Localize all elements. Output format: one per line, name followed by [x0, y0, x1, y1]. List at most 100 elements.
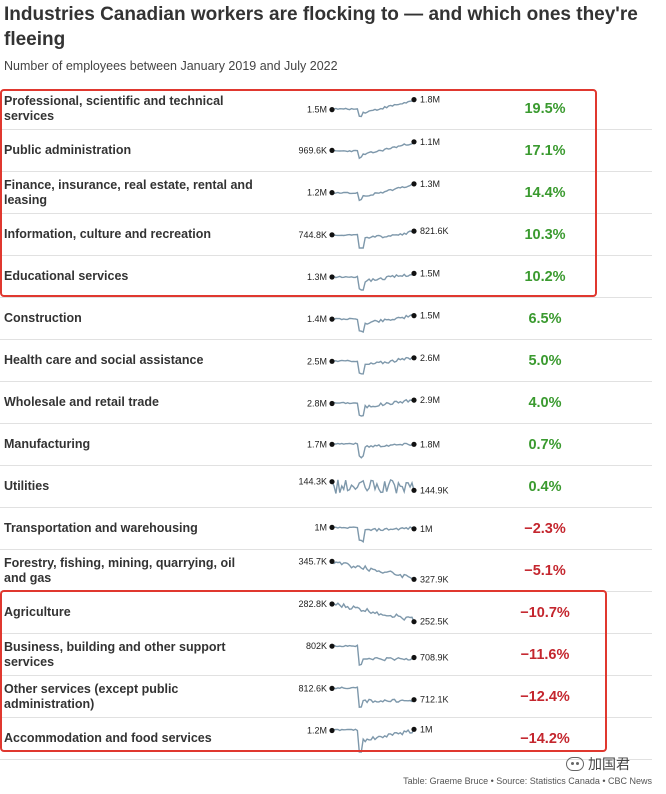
start-point [329, 400, 335, 407]
start-point [329, 358, 335, 364]
end-label: 1.8M [420, 439, 440, 449]
industry-name: Agriculture [4, 605, 71, 619]
sparkline: 2.5M 2.6M [307, 353, 440, 375]
start-point [329, 643, 335, 649]
industry-name: Public administration [4, 143, 132, 157]
start-point [329, 232, 335, 238]
sparkline: 282.8K 252.5K [298, 599, 448, 627]
industry-name: Utilities [4, 479, 50, 493]
sparkline: 1.7M 1.8M [307, 439, 440, 459]
industry-name: Manufacturing [4, 437, 91, 451]
percent-change: −5.1% [524, 562, 566, 579]
start-label: 282.8K [298, 599, 327, 609]
end-label: 821.6K [420, 226, 449, 236]
start-label: 1.2M [307, 188, 327, 198]
end-label: 1M [420, 724, 433, 734]
sparkline: 144.3K 144.9K [298, 477, 448, 496]
end-label: 2.6M [420, 353, 440, 363]
trend-line [331, 560, 415, 580]
table-row: Utilities 144.3K 144.9K 0.4% [0, 466, 652, 508]
end-label: 1M [420, 524, 433, 534]
start-point [329, 524, 335, 530]
table-row: Business, building and other support ser… [0, 634, 652, 676]
end-point [411, 181, 417, 187]
start-label: 1.3M [307, 272, 327, 282]
watermark-text: 加国君 [588, 756, 630, 772]
table-row: Information, culture and recreation 744.8… [0, 214, 652, 256]
watermark: 加国君 [566, 754, 630, 774]
industry-name: Information, culture and recreation [4, 227, 211, 241]
table-row: Agriculture 282.8K 252.5K −10.7% [0, 592, 652, 634]
percent-change: 19.5% [524, 100, 566, 117]
table-row: Accommodation and food services 1.2M 1M −14… [0, 718, 652, 760]
table-row: Finance, insurance, real estate, rental … [0, 172, 652, 214]
end-label: 1.8M [420, 95, 440, 105]
industry-name: Transportation and warehousing [4, 521, 198, 535]
start-label: 1.2M [307, 726, 327, 736]
percent-change: −10.7% [520, 604, 570, 621]
sparkline: 744.8K 821.6K [298, 226, 449, 249]
trend-line [331, 728, 415, 753]
end-label: 2.9M [420, 395, 440, 405]
industry-name: Construction [4, 311, 82, 325]
table-row: Manufacturing 1.7M 1.8M 0.7% [0, 424, 652, 466]
trend-line [331, 272, 415, 291]
industry-name: Educational services [4, 269, 129, 283]
start-label: 1.5M [307, 105, 327, 115]
end-point [411, 441, 417, 447]
trend-line [331, 230, 415, 249]
sparkline: 969.6K 1.1M [298, 137, 440, 160]
chart-subtitle: Number of employees between January 2019… [4, 59, 338, 73]
start-label: 744.8K [298, 230, 327, 240]
start-label: 1.4M [307, 314, 327, 324]
start-point [329, 479, 335, 485]
table-row: Wholesale and retail trade 2.8M 2.9M 4.0% [0, 382, 652, 424]
start-label: 1M [314, 522, 327, 532]
trend-line [331, 526, 415, 544]
end-point [411, 576, 417, 582]
footer-credit: Table: Graeme Bruce • Source: Statistics… [403, 776, 652, 786]
start-point [329, 316, 335, 322]
percent-change: 10.3% [524, 226, 566, 243]
percent-change: 17.1% [524, 142, 566, 159]
percent-change: 6.5% [528, 310, 562, 327]
start-point [329, 685, 335, 691]
sparkline: 802K 708.9K [306, 641, 449, 667]
start-label: 969.6K [298, 145, 327, 155]
start-label: 802K [306, 641, 327, 651]
percent-change: 10.2% [524, 268, 566, 285]
industry-name: Other services (except public administra… [4, 681, 179, 711]
trend-line [331, 356, 415, 375]
end-label: 708.9K [420, 653, 449, 663]
end-point [411, 619, 417, 625]
industry-name: Wholesale and retail trade [4, 395, 159, 409]
industry-name: Accommodation and food services [4, 731, 212, 745]
wechat-icon [566, 757, 584, 771]
trend-line [331, 686, 415, 708]
table-row: Construction 1.4M 1.5M 6.5% [0, 298, 652, 340]
sparkline: 2.8M 2.9M [307, 395, 440, 417]
end-label: 1.1M [420, 137, 440, 147]
end-label: 327.9K [420, 574, 449, 584]
table-row: Transportation and warehousing 1M 1M −2.3% [0, 508, 652, 550]
start-point [329, 441, 335, 447]
end-point [411, 726, 417, 732]
end-point [411, 697, 417, 703]
start-label: 2.8M [307, 399, 327, 409]
percent-change: 0.7% [528, 436, 562, 453]
industry-name: Finance, insurance, real estate, rental … [4, 177, 253, 207]
percent-change: 0.4% [528, 478, 562, 495]
end-point [411, 397, 417, 403]
sparkline: 1M 1M [314, 522, 433, 544]
start-label: 144.3K [298, 477, 327, 487]
chart-title: Industries Canadian workers are flocking… [4, 4, 638, 50]
table-row: Professional, scientific and technical s… [0, 88, 652, 130]
percent-change: −14.2% [520, 730, 570, 747]
table-row: Public administration 969.6K 1.1M 17.1% [0, 130, 652, 172]
start-point [329, 107, 335, 113]
percent-change: 4.0% [528, 394, 562, 411]
end-point [411, 97, 417, 103]
trend-line [331, 442, 415, 459]
start-label: 1.7M [307, 439, 327, 449]
percent-change: −12.4% [520, 688, 570, 705]
